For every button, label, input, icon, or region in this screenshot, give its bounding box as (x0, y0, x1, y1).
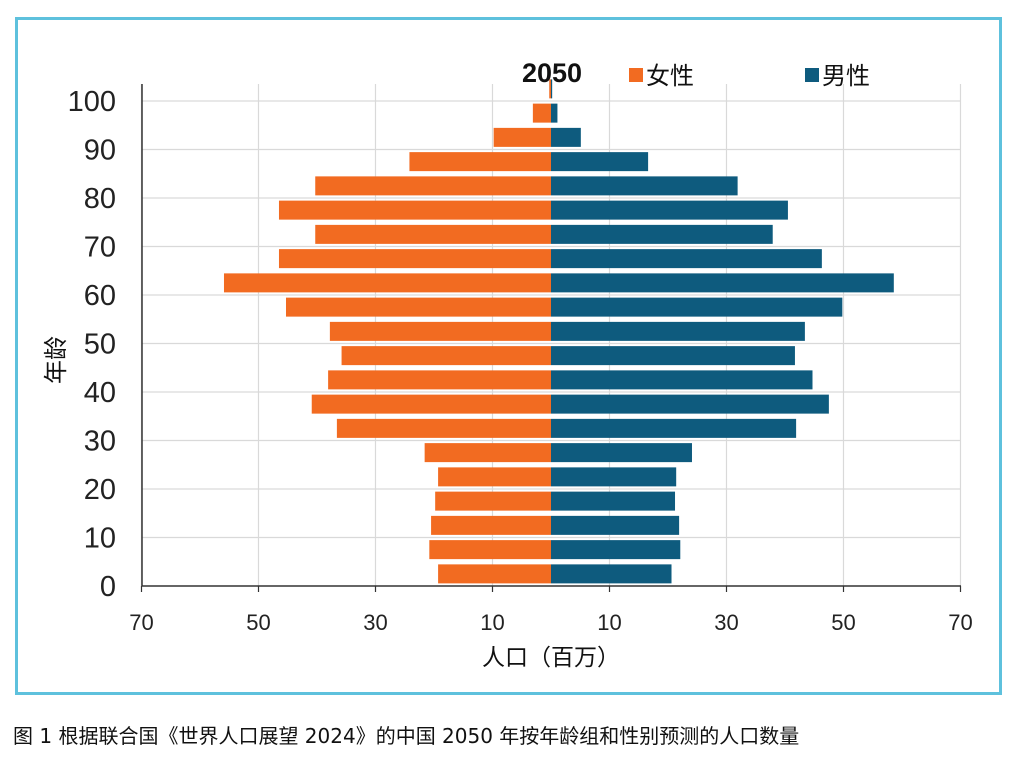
bar-female-age-100 (549, 79, 551, 99)
bar-male-age-90 (551, 127, 581, 147)
x-axis-label: 人口（百万） (482, 645, 620, 671)
x-tick-label: 50 (246, 610, 270, 635)
x-tick-label: 70 (948, 610, 972, 635)
figure-caption: 图 1 根据联合国《世界人口展望 2024》的中国 2050 年按年龄组和性别预… (13, 724, 800, 748)
y-tick-label: 80 (84, 183, 116, 215)
y-axis-label: 年龄 (42, 336, 70, 384)
bar-female-age-90 (493, 127, 551, 147)
bar-male-age-30 (551, 418, 797, 438)
bar-female-age-65 (278, 249, 551, 269)
bar-female-age-50 (329, 321, 551, 341)
bar-male-age-15 (551, 491, 676, 511)
bar-female-age-75 (278, 200, 551, 220)
y-tick-label: 100 (68, 86, 116, 118)
legend-swatch-male (805, 68, 819, 82)
bar-male-age-20 (551, 467, 677, 487)
bar-male-age-80 (551, 176, 738, 196)
x-tick-label: 10 (597, 610, 621, 635)
y-tick-label: 30 (84, 426, 116, 458)
y-tick-label: 70 (84, 232, 116, 264)
bar-male-age-40 (551, 370, 813, 390)
bars (223, 79, 894, 584)
bar-female-age-20 (438, 467, 551, 487)
bar-female-age-60 (223, 273, 552, 293)
x-tick-label: 30 (363, 610, 387, 635)
bar-male-age-50 (551, 321, 805, 341)
bar-female-age-40 (328, 370, 551, 390)
chart-frame: 0 10 20 30 40 50 60 70 80 90 100 70 50 30 10 10 30 50 70 … (15, 17, 1002, 695)
bar-male-age-70 (551, 224, 773, 244)
bar-female-age-80 (315, 176, 551, 196)
y-tick-label: 20 (84, 474, 116, 506)
bar-male-age-35 (551, 394, 829, 414)
bar-female-age-25 (424, 443, 551, 463)
bar-male-age-25 (551, 443, 692, 463)
bar-male-age-45 (551, 346, 795, 366)
chart-title: 2050 (522, 58, 582, 88)
bar-female-age-85 (409, 152, 551, 172)
bar-female-age-15 (435, 491, 551, 511)
bar-female-age-95 (532, 103, 551, 123)
bar-female-age-70 (315, 224, 551, 244)
x-tick-label: 70 (129, 610, 153, 635)
x-tick-labels: 70 50 30 10 10 30 50 70 (129, 610, 972, 635)
x-tick-label: 30 (714, 610, 738, 635)
bar-male-age-95 (551, 103, 558, 123)
gridlines (140, 84, 962, 586)
y-tick-labels: 0 10 20 30 40 50 60 70 80 90 100 (68, 86, 116, 603)
bar-male-age-0 (551, 564, 672, 584)
bar-female-age-45 (341, 346, 551, 366)
y-tick-label: 50 (84, 329, 116, 361)
y-tick-label: 10 (84, 523, 116, 555)
bar-male-age-85 (551, 152, 649, 172)
bar-male-age-65 (551, 249, 822, 269)
legend-label-male: 男性 (822, 62, 870, 90)
bar-female-age-5 (429, 540, 551, 560)
x-tick-label: 50 (831, 610, 855, 635)
legend-label-female: 女性 (646, 62, 694, 90)
y-tick-label: 60 (84, 280, 116, 312)
bar-female-age-55 (285, 297, 551, 317)
axes (140, 84, 962, 592)
legend-swatch-female (629, 68, 643, 82)
bar-male-age-100 (551, 79, 553, 99)
bar-female-age-35 (311, 394, 551, 414)
y-tick-label: 40 (84, 377, 116, 409)
legend: 女性 男性 (629, 62, 870, 90)
bar-male-age-10 (551, 515, 680, 535)
y-tick-label: 0 (100, 571, 116, 603)
bar-male-age-60 (551, 273, 894, 293)
bar-female-age-30 (336, 418, 551, 438)
y-tick-label: 90 (84, 135, 116, 167)
bar-male-age-5 (551, 540, 681, 560)
x-tick-label: 10 (480, 610, 504, 635)
bar-male-age-55 (551, 297, 843, 317)
bar-female-age-10 (431, 515, 551, 535)
bar-female-age-0 (438, 564, 551, 584)
bar-male-age-75 (551, 200, 788, 220)
